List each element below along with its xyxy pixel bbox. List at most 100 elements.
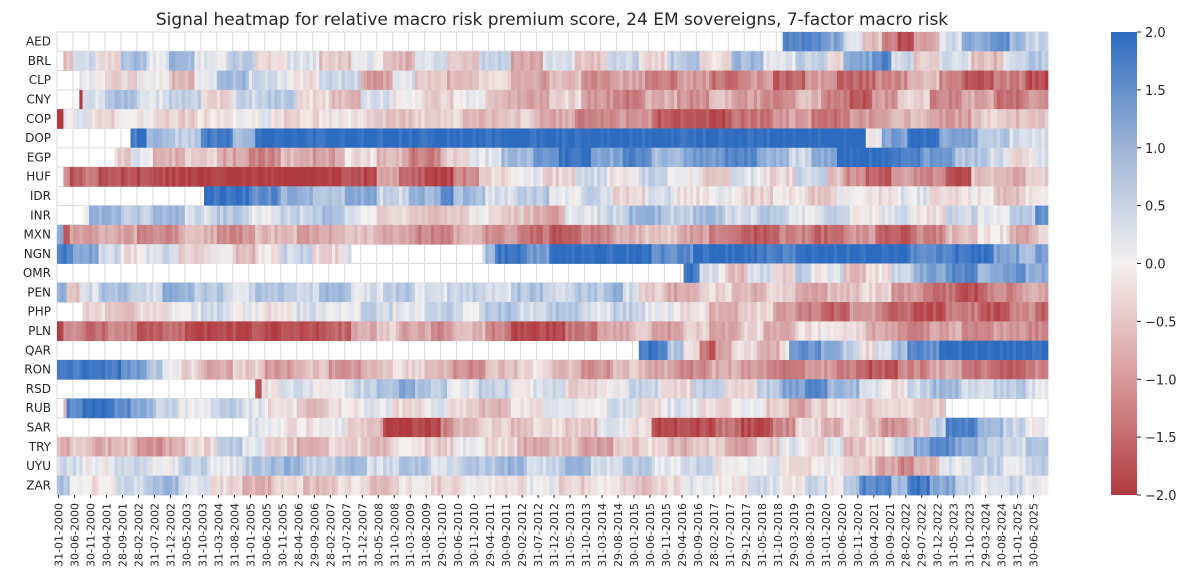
heatmap-cell-pln (354, 321, 358, 342)
heatmap-cell-idr (606, 186, 611, 206)
heatmap-cell-egp (1019, 147, 1023, 168)
heatmap-cell-mxn (140, 224, 144, 245)
heatmap-cell-huf (626, 167, 630, 187)
heatmap-cell-huf (507, 167, 512, 187)
heatmap-cell-ngn (616, 244, 620, 264)
heatmap-cell-php (1016, 302, 1020, 322)
heatmap-cell-dop (904, 128, 908, 149)
heatmap-cell-brl (897, 51, 902, 71)
heatmap-cell-cop (1012, 109, 1017, 129)
heatmap-cell-ngn (549, 244, 553, 264)
heatmap-cell-pen (491, 282, 496, 303)
heatmap-cell-mxn (296, 224, 301, 245)
heatmap-cell-dop (705, 128, 710, 149)
heatmap-cell-mxn (916, 224, 921, 245)
heatmap-cell-qar (709, 340, 713, 361)
heatmap-cell-ngn (715, 244, 720, 264)
heatmap-cell-brl (840, 51, 844, 71)
heatmap-cell-pen (913, 282, 918, 303)
heatmap-cell-rsd (488, 379, 493, 399)
heatmap-cell-idr (207, 186, 211, 206)
heatmap-cell-ron (296, 359, 301, 380)
heatmap-cell-dop (149, 128, 154, 149)
heatmap-cell-cny (578, 89, 582, 110)
heatmap-cell-ngn (498, 244, 502, 264)
heatmap-cell-egp (974, 147, 979, 168)
heatmap-cell-clp (101, 70, 106, 91)
heatmap-cell-pln (242, 321, 246, 342)
heatmap-cell-cop (699, 109, 704, 129)
heatmap-cell-pen (178, 282, 183, 303)
heatmap-cell-cop (581, 109, 585, 129)
heatmap-cell-omr (827, 263, 831, 284)
heatmap-cell-inr (610, 205, 614, 226)
heatmap-cell-ngn (283, 244, 288, 264)
heatmap-cell-dop (338, 128, 342, 149)
heatmap-cell-egp (932, 147, 937, 168)
heatmap-cell-mxn (709, 224, 713, 245)
heatmap-cell-dop (226, 128, 230, 149)
heatmap-cell-ron (705, 359, 710, 380)
heatmap-cell-pln (613, 321, 617, 342)
heatmap-cell-ngn (1022, 244, 1026, 264)
heatmap-cell-mxn (447, 224, 451, 245)
heatmap-cell-pen (549, 282, 553, 303)
heatmap-cell-ron (645, 359, 649, 380)
heatmap-cell-idr (741, 186, 745, 206)
heatmap-cell-pen (478, 282, 483, 303)
heatmap-cell-brl (1012, 51, 1017, 71)
heatmap-cell-rsd (478, 379, 483, 399)
heatmap-cell-aed (961, 32, 966, 52)
heatmap-cell-dop (792, 128, 796, 149)
heatmap-cell-ron (1041, 359, 1046, 380)
heatmap-cell-ron (830, 359, 835, 380)
heatmap-cell-dop (968, 128, 972, 149)
heatmap-cell-huf (236, 167, 240, 187)
heatmap-cell-pln (373, 321, 378, 342)
heatmap-cell-pen (840, 282, 844, 303)
heatmap-cell-mxn (594, 224, 598, 245)
heatmap-cell-pln (424, 321, 429, 342)
heatmap-cell-qar (1035, 340, 1039, 361)
heatmap-cell-ron (872, 359, 876, 380)
heatmap-cell-pln (443, 321, 448, 342)
heatmap-cell-pen (501, 282, 505, 303)
heatmap-cell-dop (731, 128, 736, 149)
heatmap-cell-idr (383, 186, 387, 206)
heatmap-cell-php (776, 302, 780, 322)
heatmap-cell-cny (533, 89, 537, 110)
heatmap-cell-pln (626, 321, 630, 342)
heatmap-cell-huf (875, 167, 879, 187)
heatmap-cell-idr (536, 186, 541, 206)
heatmap-cell-aed (875, 32, 879, 52)
heatmap-cell-ron (789, 359, 793, 380)
heatmap-cell-dop (395, 128, 400, 149)
heatmap-cell-clp (587, 70, 592, 91)
heatmap-cell-ngn (782, 244, 787, 264)
heatmap-cell-mxn (95, 224, 99, 245)
heatmap-cell-ron (280, 359, 285, 380)
heatmap-cell-egp (239, 147, 243, 168)
heatmap-cell-pln (725, 321, 729, 342)
heatmap-cell-cop (335, 109, 339, 129)
heatmap-cell-cny (939, 89, 943, 110)
heatmap-cell-inr (696, 205, 700, 226)
heatmap-cell-egp (411, 147, 416, 168)
heatmap-cell-huf (629, 167, 633, 187)
heatmap-cell-ron (517, 359, 521, 380)
heatmap-cell-brl (929, 51, 934, 71)
heatmap-cell-ron (849, 359, 854, 380)
heatmap-cell-clp (910, 70, 915, 91)
heatmap-cell-aed (977, 32, 982, 52)
heatmap-cell-cop (376, 109, 381, 129)
heatmap-cell-omr (958, 263, 963, 284)
heatmap-cell-omr (1041, 263, 1046, 284)
heatmap-cell-cop (926, 109, 931, 129)
heatmap-cell-clp (226, 70, 230, 91)
heatmap-cell-pen (590, 282, 595, 303)
heatmap-cell-ngn (274, 244, 278, 264)
heatmap-cell-php (389, 302, 394, 322)
heatmap-cell-cny (168, 89, 173, 110)
heatmap-cell-php (475, 302, 480, 322)
heatmap-cell-pln (392, 321, 397, 342)
